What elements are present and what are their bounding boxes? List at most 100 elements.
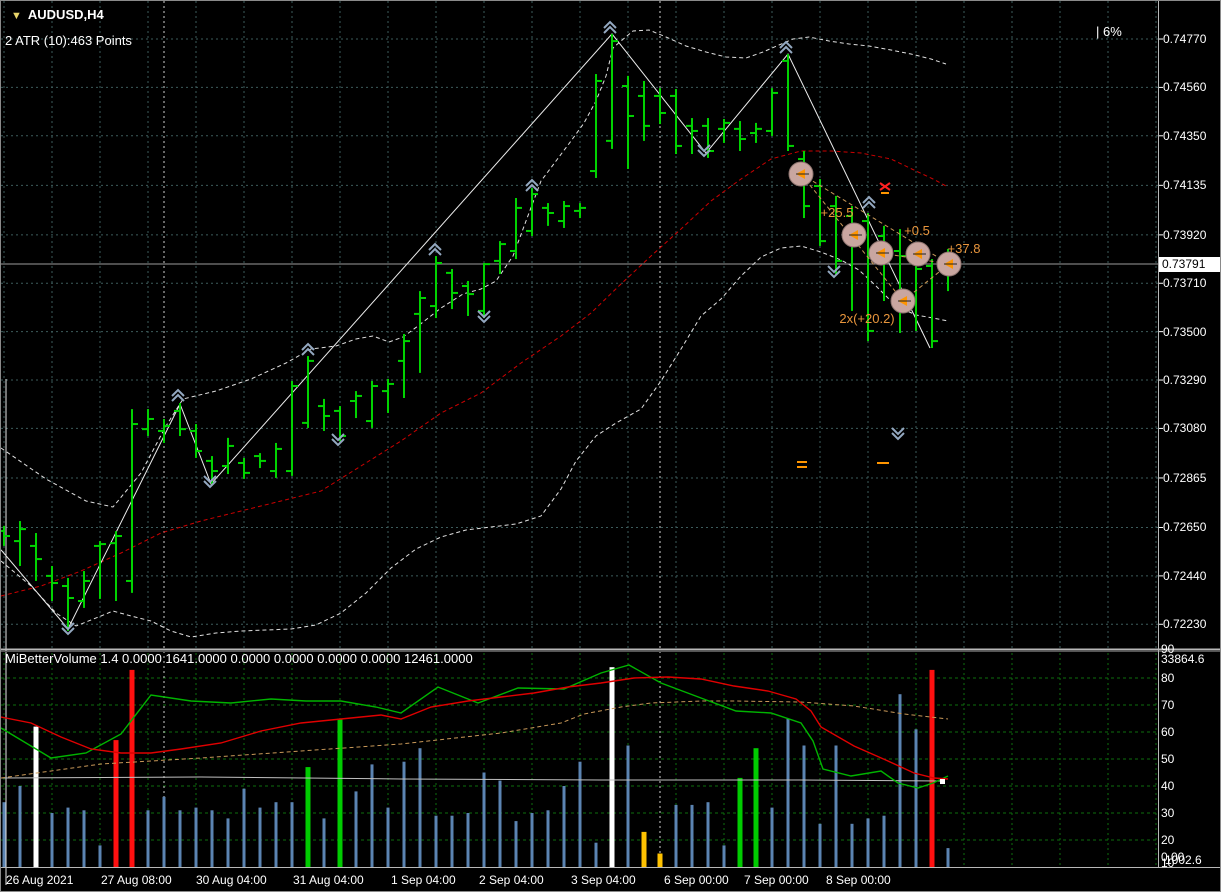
grid-lines [1,1,1158,867]
volume-bar [242,788,246,867]
ohlc-bars [1,33,954,631]
volume-bar [33,726,39,867]
volume-bar [434,815,438,867]
ohlc-bar [14,521,26,566]
price-label: 0.74560 [1163,80,1207,95]
volume-bar [866,818,870,867]
ohlc-bar [350,391,362,419]
zigzag-line [1,33,931,630]
volume-bar [146,810,150,867]
ohlc-bar [830,195,842,275]
volume-bar [258,807,262,867]
volume-bar [322,818,326,867]
volume-scale-label: 90 [1161,642,1175,656]
volume-pane[interactable] [1,664,950,867]
profit-label: +0.5 [904,223,930,238]
volume-bar [290,802,294,867]
price-label: 0.73710 [1163,276,1207,291]
ohlc-bar [270,442,282,478]
volume-bar [498,780,502,867]
volume-bar [882,815,886,867]
time-label: 8 Sep 00:00 [826,873,891,887]
trade-marker[interactable] [841,222,867,248]
volume-red-line [1,676,949,780]
ohlc-bar [542,203,554,226]
ohlc-bar [670,89,682,154]
fractal-down-arrow [477,310,491,324]
trade-marker[interactable] [788,161,814,187]
symbol-selector[interactable]: ▼ AUDUSD,H4 [11,8,104,23]
trade-marker[interactable] [905,241,931,267]
ohlc-bar [766,88,778,137]
volume-bar [834,745,838,867]
volume-bar [50,813,54,867]
ohlc-bar [62,577,74,631]
volume-scale-label: 33864.6 [1161,652,1205,666]
ohlc-bar [238,457,250,479]
volume-bar [929,669,935,867]
ohlc-bar [686,118,698,154]
fractal-up-arrow [525,178,539,192]
ohlc-bar [190,424,202,458]
time-label: 7 Sep 00:00 [744,873,809,887]
time-label: 6 Sep 00:00 [664,873,729,887]
zigzag-line [1,33,931,630]
volume-bar [82,810,86,867]
dropdown-triangle-icon[interactable]: ▼ [11,10,22,22]
volume-bar [850,823,854,867]
volume-bar [402,761,406,867]
profit-label: +37.8 [947,241,981,256]
price-label: 0.72230 [1163,617,1207,632]
price-label: 0.73080 [1163,421,1207,436]
ohlc-bar [782,53,794,151]
trade-marker[interactable] [868,240,894,266]
fractal-up-arrow [779,40,793,54]
ohlc-bar [286,380,298,476]
ohlc-bar [158,418,170,443]
upper-atr-band [1,29,947,508]
volume-bar [818,823,822,867]
trade-marker[interactable] [890,288,916,314]
volume-scale-label: 70 [1161,698,1175,712]
volume-scale-label: 60 [1161,725,1175,739]
price-label: 0.72650 [1163,520,1207,535]
ohlc-bar [222,437,234,475]
volume-bar [722,845,726,867]
volume-bar [946,848,950,867]
fractal-up-arrow [171,388,185,402]
volume-scale-label: 20 [1161,833,1175,847]
ohlc-bar [574,203,586,219]
fractal-up-arrow [428,242,442,256]
volume-bar [753,748,759,867]
ohlc-bar [894,229,906,334]
ohlc-bar [462,280,474,316]
closed-order-icon [879,182,891,191]
price-label: 0.72865 [1163,470,1207,485]
volume-bar [626,745,630,867]
volume-scale-label: 10 [1161,856,1175,870]
ohlc-bar [414,291,426,373]
volume-bar [609,667,615,867]
ohlc-bar [46,565,58,601]
ohlc-bar [126,409,138,593]
volume-bar [194,807,198,867]
volume-scale-label: 50 [1161,752,1175,766]
volume-bar [657,853,663,867]
atr-indicator-label: 2 ATR (10):463 Points [5,33,132,48]
fractal-down-arrow [331,433,345,447]
volume-bar [2,802,6,867]
ohlc-bar [318,398,330,431]
ohlc-bar [622,75,634,169]
volume-orange-line [1,700,949,779]
price-label: 0.72440 [1163,568,1207,583]
time-label: 26 Aug 2021 [6,873,74,887]
ohlc-bar [926,259,938,349]
moving-average-line [1,150,949,597]
volume-bar [914,729,918,867]
ohlc-bar [142,409,154,437]
time-label: 2 Sep 04:00 [479,873,544,887]
volume-bar [305,767,311,867]
trade-marker[interactable] [936,251,962,277]
price-label: 0.73500 [1163,324,1207,339]
